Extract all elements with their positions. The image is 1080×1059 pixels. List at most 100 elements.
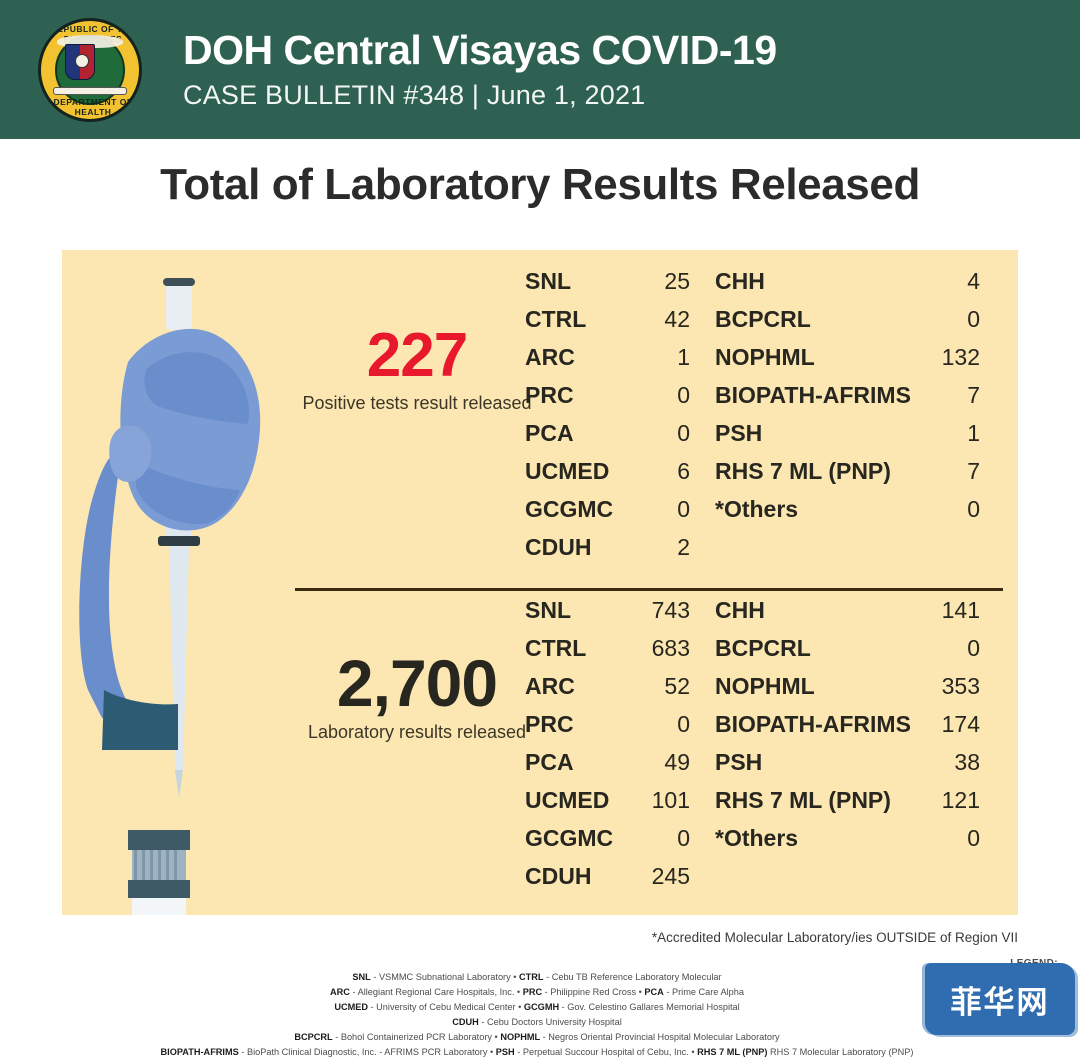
lab-name: *Others <box>715 825 799 851</box>
lab-name: BCPCRL <box>715 306 811 332</box>
asterisk-footnote: *Accredited Molecular Laboratory/ies OUT… <box>651 930 1018 945</box>
lab-name: PCA <box>525 420 574 446</box>
lab-name: GCGMC <box>525 496 614 522</box>
lab-value: 7 <box>967 458 980 484</box>
watermark-text: 菲华网 <box>950 984 1050 1021</box>
site-watermark: 菲华网 <box>925 963 1075 1035</box>
lab-row: PCA 49 <box>525 749 690 787</box>
bulletin-subtitle: CASE BULLETIN #348 | June 1, 2021 <box>183 80 646 111</box>
seal-bottom-text: DEPARTMENT OF HEALTH <box>53 97 133 117</box>
lab-row: PRC 0 <box>525 382 690 420</box>
lab-name: CTRL <box>525 635 587 661</box>
lab-name: PSH <box>715 749 763 775</box>
lab-name: NOPHML <box>715 673 815 699</box>
lab-value: 743 <box>651 597 690 623</box>
lab-name: RHS 7 ML (PNP) <box>715 787 891 813</box>
legend-block: SNL - VSMMC Subnational Laboratory • CTR… <box>0 970 1074 1059</box>
lab-name: CDUH <box>525 534 592 560</box>
page-title: DOH Central Visayas COVID-19 <box>183 27 777 73</box>
lab-row: BCPCRL 0 <box>715 635 980 673</box>
released-caption: Laboratory results released <box>307 722 527 742</box>
positive-caption: Positive tests result released <box>302 393 532 413</box>
lab-value: 353 <box>941 673 980 699</box>
lab-value: 0 <box>677 496 690 522</box>
lab-row: NOPHML 132 <box>715 344 980 382</box>
lab-value: 0 <box>967 635 980 661</box>
doh-seal-logo: REPUBLIC OF THE PHILIPPINES DEPARTMENT O… <box>38 18 142 122</box>
lab-row: PCA 0 <box>525 420 690 458</box>
positive-summary: 227 Positive tests result released <box>302 325 532 415</box>
lab-name: SNL <box>525 268 571 294</box>
seal-emblem-icon <box>75 54 89 68</box>
lab-value: 0 <box>677 825 690 851</box>
seal-banner-icon <box>53 87 127 95</box>
lab-row: CTRL 42 <box>525 306 690 344</box>
lab-row: BIOPATH-AFRIMS 174 <box>715 711 980 749</box>
lab-row: PSH 1 <box>715 420 980 458</box>
lab-name: SNL <box>525 597 571 623</box>
lab-name: *Others <box>715 496 799 522</box>
released-count: 2,700 <box>336 646 498 720</box>
lab-row: GCGMC 0 <box>525 825 690 863</box>
lab-row: ARC 52 <box>525 673 690 711</box>
lab-value: 141 <box>941 597 980 623</box>
lab-name: GCGMC <box>525 825 614 851</box>
results-panel: 227 Positive tests result released SNL 25… <box>62 250 1018 915</box>
lab-name: CDUH <box>525 863 592 889</box>
lab-row: *Others 0 <box>715 825 980 863</box>
lab-value: 121 <box>941 787 980 813</box>
lab-value: 174 <box>941 711 980 737</box>
lab-row: *Others 0 <box>715 496 980 534</box>
header-titles: DOH Central Visayas COVID-19 CASE BULLET… <box>183 28 777 111</box>
lab-value: 25 <box>664 268 690 294</box>
lab-row: RHS 7 ML (PNP) 121 <box>715 787 980 825</box>
legend-line: UCMED - University of Cebu Medical Cente… <box>334 1001 740 1012</box>
positive-labs-right: CHH 4 BCPCRL 0 NOPHML 132 BIOPATH-AFRIMS 7 PSH 1 R… <box>715 268 980 534</box>
legend-line: BCPCRL - Bohol Containerized PCR Laborat… <box>294 1031 780 1042</box>
lab-value: 52 <box>664 673 690 699</box>
section-title: Total of Laboratory Results Released <box>160 160 920 209</box>
page-header: REPUBLIC OF THE PHILIPPINES DEPARTMENT O… <box>0 0 1080 139</box>
lab-value: 0 <box>677 711 690 737</box>
lab-value: 1 <box>967 420 980 446</box>
lab-value: 2 <box>677 534 690 560</box>
lab-row: CHH 4 <box>715 268 980 306</box>
lab-value: 42 <box>664 306 690 332</box>
positive-labs-left: SNL 25 CTRL 42 ARC 1 PRC 0 PCA 0 UCMED 6 GCGMC 0 CDUH 2 <box>525 268 690 572</box>
released-labs-left: SNL 743 CTRL 683 ARC 52 PRC 0 PCA 49 UCMED 101 GCGMC… <box>525 597 690 901</box>
lab-row: NOPHML 353 <box>715 673 980 711</box>
lab-name: PSH <box>715 420 763 446</box>
lab-value: 132 <box>941 344 980 370</box>
lab-value: 1 <box>677 344 690 370</box>
lab-value: 6 <box>677 458 690 484</box>
lab-row: UCMED 6 <box>525 458 690 496</box>
section-divider <box>295 588 1003 591</box>
lab-value: 683 <box>651 635 690 661</box>
pipette-illustration <box>79 278 261 915</box>
lab-row: UCMED 101 <box>525 787 690 825</box>
lab-name: PCA <box>525 749 574 775</box>
lab-name: PRC <box>525 382 574 408</box>
legend-line: SNL - VSMMC Subnational Laboratory • CTR… <box>352 972 722 982</box>
lab-value: 101 <box>651 787 690 813</box>
lab-name: RHS 7 ML (PNP) <box>715 458 891 484</box>
legend-line: CDUH - Cebu Doctors University Hospital <box>452 1016 622 1027</box>
lab-value: 0 <box>677 420 690 446</box>
lab-row: CDUH 245 <box>525 863 690 901</box>
lab-value: 38 <box>954 749 980 775</box>
lab-name: BCPCRL <box>715 635 811 661</box>
lab-row: BIOPATH-AFRIMS 7 <box>715 382 980 420</box>
legend-line: BIOPATH-AFRIMS - BioPath Clinical Diagno… <box>160 1046 914 1057</box>
lab-row: ARC 1 <box>525 344 690 382</box>
sample-vial-icon <box>128 830 190 915</box>
lab-value: 49 <box>664 749 690 775</box>
lab-row: BCPCRL 0 <box>715 306 980 344</box>
lab-row: CTRL 683 <box>525 635 690 673</box>
gloved-hand-icon <box>79 328 261 750</box>
lab-name: CHH <box>715 268 765 294</box>
lab-name: ARC <box>525 344 575 370</box>
lab-name: UCMED <box>525 787 610 813</box>
lab-value: 4 <box>967 268 980 294</box>
lab-value: 7 <box>967 382 980 408</box>
lab-row: PSH 38 <box>715 749 980 787</box>
